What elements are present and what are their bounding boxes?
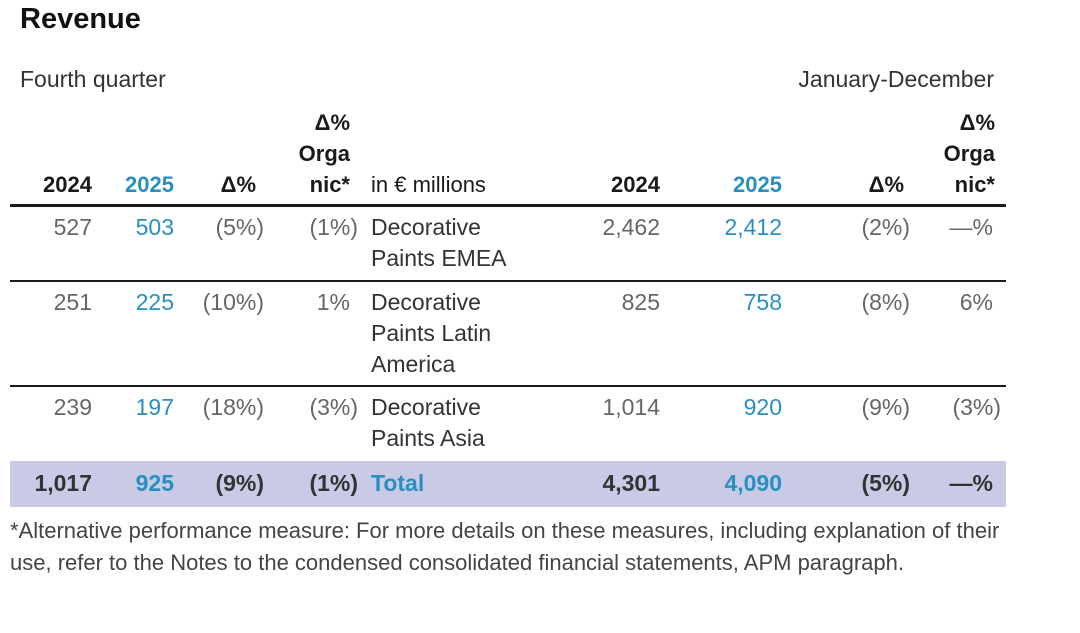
- header-q-delta: Δ%: [220, 172, 256, 197]
- page-title: Revenue: [20, 3, 141, 35]
- header-q-2025: 2025: [125, 172, 174, 197]
- header-q-2024: 2024: [43, 172, 92, 197]
- header-y-organic: Δ% Orga nic*: [943, 110, 995, 197]
- header-rule: [10, 204, 1006, 207]
- footnote: *Alternative performance measure: For mo…: [10, 518, 1000, 575]
- header-q-organic: Δ% Orga nic*: [298, 110, 350, 197]
- row-divider: [10, 385, 1006, 387]
- header-y-delta: Δ%: [868, 172, 904, 197]
- header-y-2025: 2025: [733, 172, 782, 197]
- header-y-2024: 2024: [611, 172, 660, 197]
- header-unit: in € millions: [371, 172, 486, 197]
- january-december-label: January-December: [798, 66, 994, 92]
- total-row-background: [10, 461, 1006, 507]
- row-divider: [10, 280, 1006, 282]
- fourth-quarter-label: Fourth quarter: [20, 66, 166, 92]
